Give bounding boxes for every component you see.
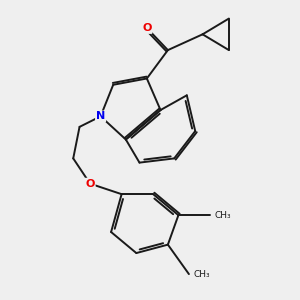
Text: CH₃: CH₃ bbox=[214, 211, 231, 220]
Text: O: O bbox=[142, 23, 152, 33]
Text: CH₃: CH₃ bbox=[193, 270, 210, 279]
Text: O: O bbox=[85, 179, 95, 189]
Text: N: N bbox=[96, 111, 105, 121]
